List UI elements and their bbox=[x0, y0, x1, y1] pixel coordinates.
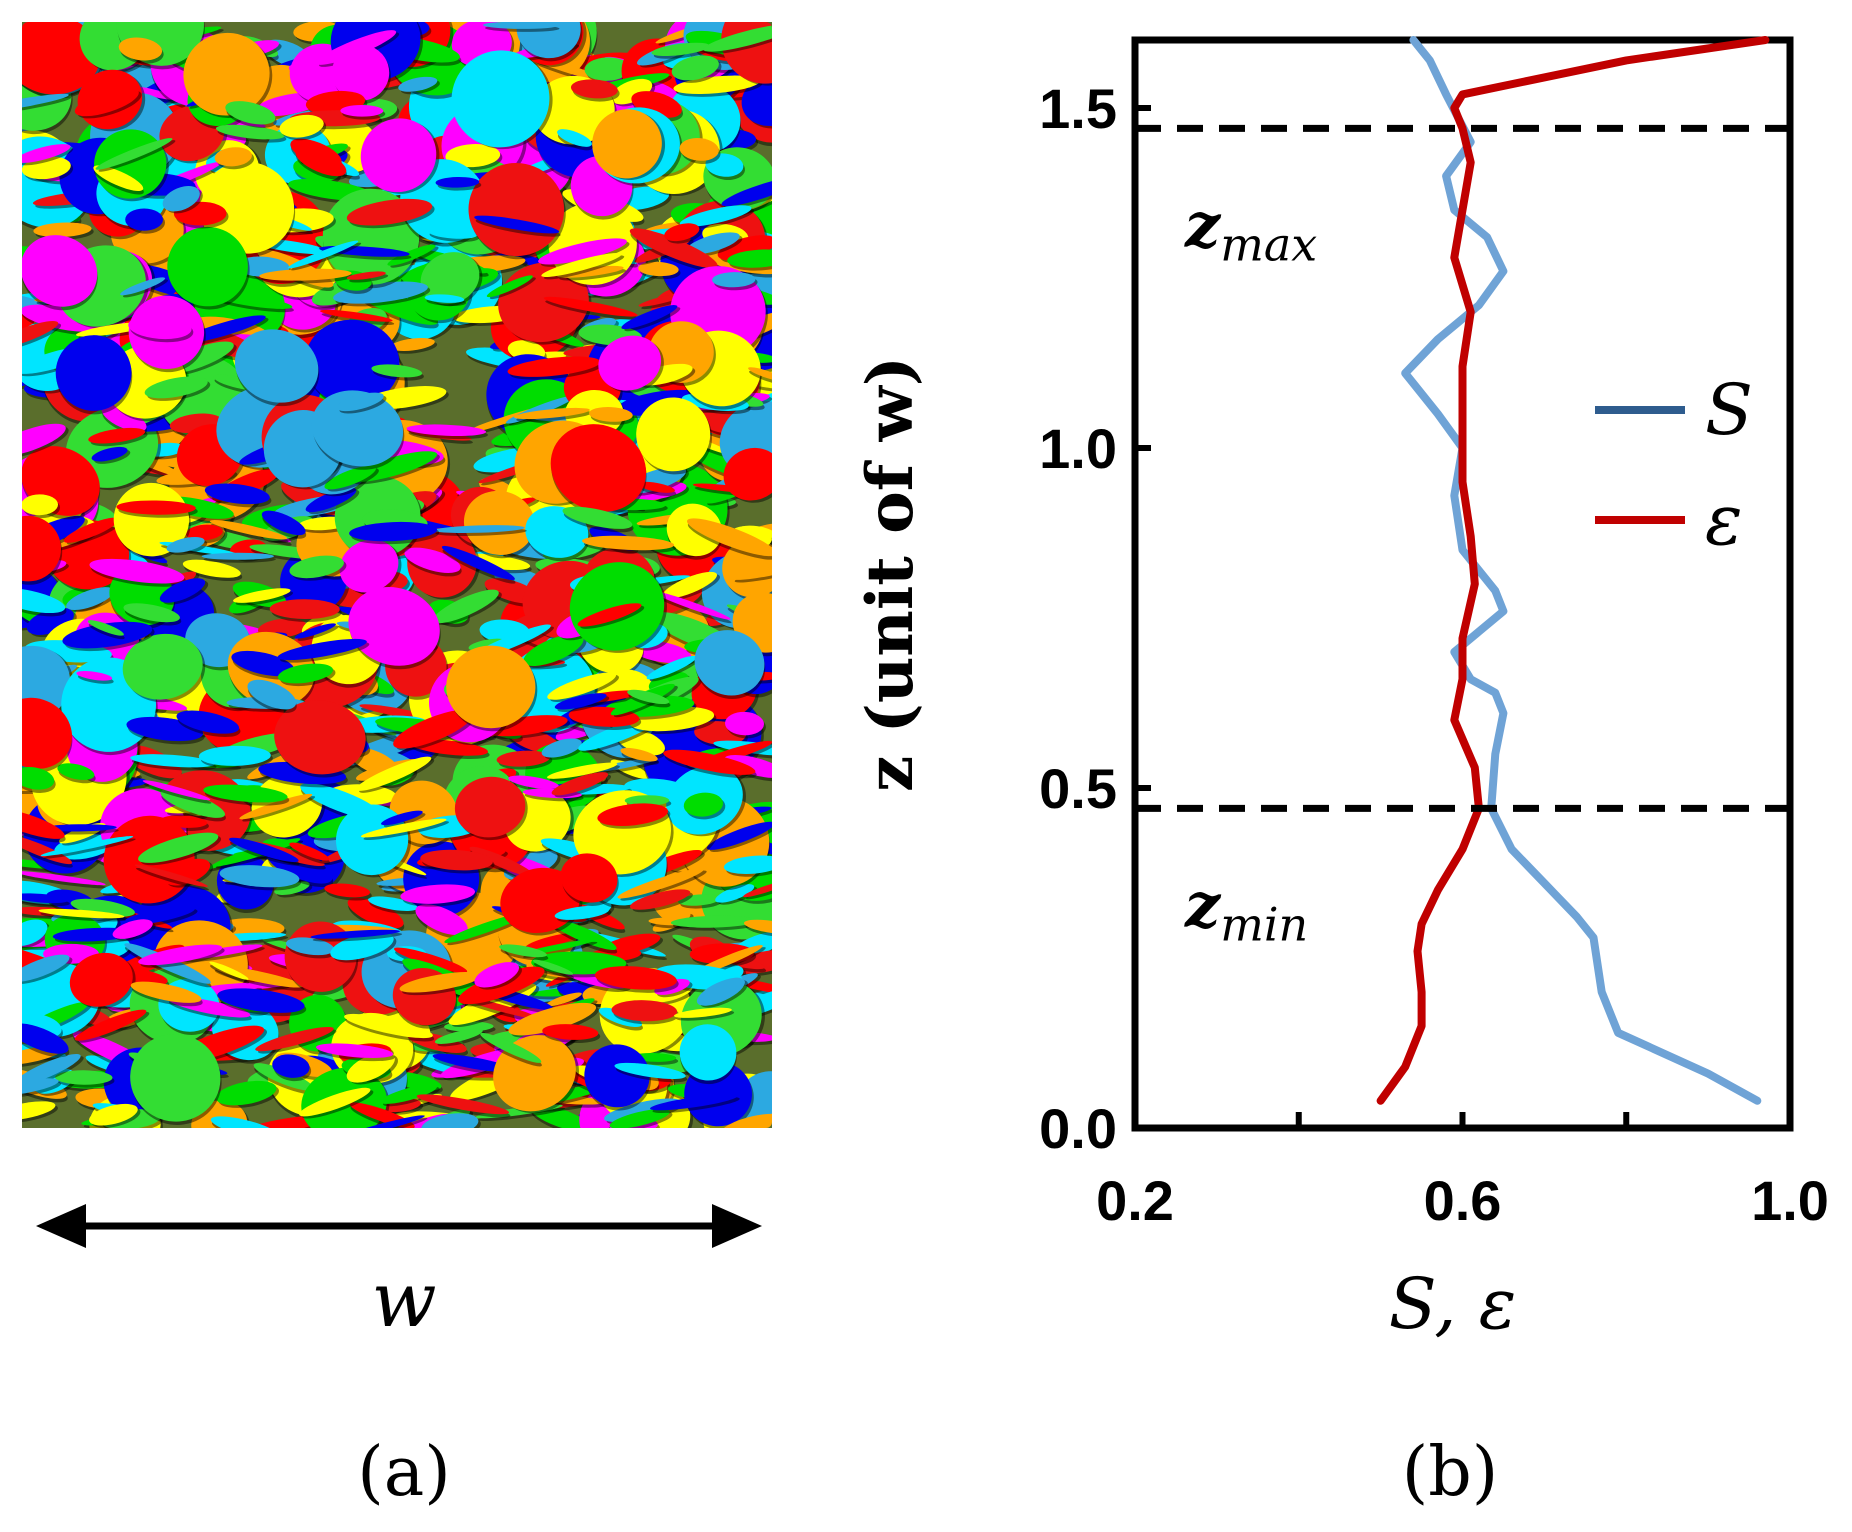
x-tick-label: 1.0 bbox=[1751, 1169, 1829, 1232]
packed-discs-image bbox=[22, 22, 772, 1128]
series-line-epsilon bbox=[1376, 36, 1770, 1105]
panel-b-caption: (b) bbox=[1402, 1433, 1499, 1512]
width-label: w bbox=[371, 1255, 436, 1344]
disc bbox=[201, 552, 276, 563]
disc bbox=[529, 1104, 592, 1128]
x-tick-label: 0.2 bbox=[1096, 1169, 1174, 1232]
disc bbox=[347, 897, 405, 932]
panel-b: 0.0 0.5 1.0 1.5 0.2 0.6 1.0 S, ε z (unit of w) zm… bbox=[853, 36, 1829, 1512]
width-arrow bbox=[36, 1204, 762, 1248]
legend-label-epsilon: ε bbox=[1705, 479, 1743, 561]
y-axis-label: z (unit of w) bbox=[853, 356, 928, 792]
panel-a: w (a) bbox=[22, 22, 772, 1512]
disc-layer bbox=[22, 22, 772, 1128]
y-tick-label: 1.5 bbox=[1039, 77, 1117, 140]
x-axis-label: S, ε bbox=[1389, 1263, 1517, 1345]
reference-label-z-max: zmax bbox=[1184, 188, 1317, 271]
x-tick-label: 0.6 bbox=[1424, 1169, 1502, 1232]
y-tick-label: 0.0 bbox=[1039, 1097, 1117, 1160]
profile-chart: 0.0 0.5 1.0 1.5 0.2 0.6 1.0 S, ε z (unit of w) zm… bbox=[853, 36, 1829, 1345]
reference-label-z-min: zmin bbox=[1184, 868, 1308, 951]
legend-label-S: S bbox=[1705, 369, 1753, 451]
y-tick-label: 0.5 bbox=[1039, 757, 1117, 820]
series-line-S bbox=[1401, 36, 1762, 1105]
y-tick-label: 1.0 bbox=[1039, 417, 1117, 480]
panel-a-caption: (a) bbox=[357, 1433, 451, 1512]
